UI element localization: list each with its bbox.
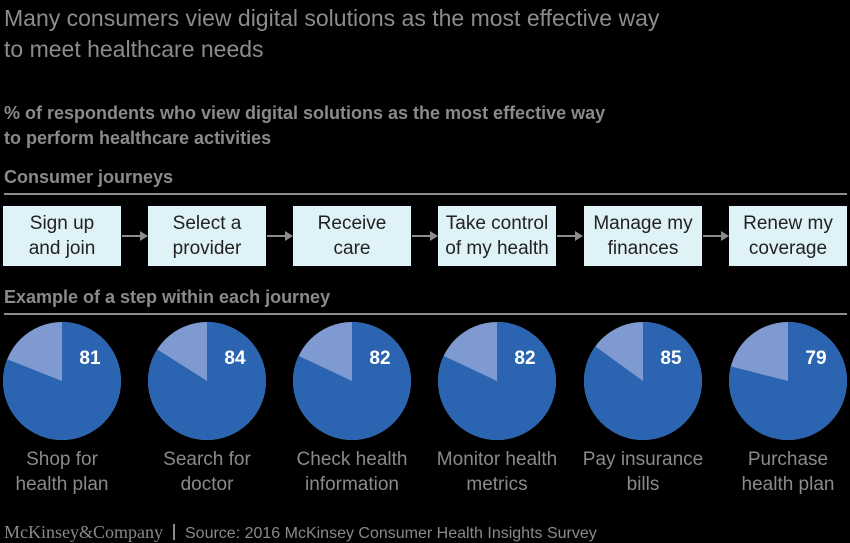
pie-category-label: Shop for health plan: [15, 449, 109, 495]
arrow-right-icon: [557, 231, 583, 241]
pie-slice-value: [293, 322, 411, 440]
pie-chart: 81: [2, 322, 122, 440]
pie-chart: 82: [438, 322, 556, 440]
pie-category-label: Check health information: [296, 449, 408, 495]
pie-category-label: Search for doctor: [163, 449, 251, 495]
pie-slice-value: [584, 322, 702, 440]
pie-value-label: 82: [514, 348, 535, 369]
pie-value-label: 85: [660, 348, 682, 369]
pie-chart: 84: [148, 322, 266, 440]
pie-chart: 82: [293, 322, 411, 440]
consumer-journeys-heading: Consumer journeys: [4, 167, 174, 187]
pie-chart: 85: [584, 322, 702, 440]
brand-logo-text: McKinsey&Company: [4, 522, 163, 542]
arrow-right-icon: [703, 231, 729, 241]
pie-slice-value: [729, 322, 847, 440]
pie-value-label: 79: [805, 348, 826, 369]
pie-category-label: Purchase health plan: [741, 449, 835, 495]
pie-category-label: Monitor health metrics: [436, 449, 558, 495]
journey-box-manage-finances: Manage my finances: [584, 206, 702, 266]
arrow-right-icon: [122, 231, 148, 241]
footer-separator: [173, 524, 175, 540]
footer: McKinsey&Company Source: 2016 McKinsey Co…: [4, 522, 597, 543]
journey-box-take-control: Take control of my health: [438, 206, 556, 266]
journey-box-select-provider: Select a provider: [148, 206, 266, 266]
pie-value-label: 82: [369, 348, 390, 369]
chart-title: Many consumers view digital solutions as…: [4, 5, 660, 62]
arrow-right-icon: [267, 231, 293, 241]
pie-chart: 79: [729, 322, 847, 440]
arrow-right-icon: [412, 231, 438, 241]
steps-heading: Example of a step within each journey: [4, 287, 331, 307]
journeys-divider: [4, 193, 847, 195]
journey-box-renew-coverage: Renew my coverage: [729, 206, 847, 266]
pie-category-label: Pay insurance bills: [582, 449, 704, 495]
chart-subtitle: % of respondents who view digital soluti…: [4, 103, 606, 148]
pie-slice-value: [148, 322, 266, 440]
pie-slice-value: [438, 322, 556, 440]
pie-slice-value: [2, 322, 122, 440]
pie-value-label: 84: [224, 348, 246, 369]
steps-divider: [4, 313, 847, 315]
source-note: Source: 2016 McKinsey Consumer Health In…: [185, 525, 597, 542]
journey-box-receive-care: Receive care: [293, 206, 411, 266]
pie-value-label: 81: [79, 348, 101, 369]
journey-box-sign-up: Sign up and join: [3, 206, 121, 266]
